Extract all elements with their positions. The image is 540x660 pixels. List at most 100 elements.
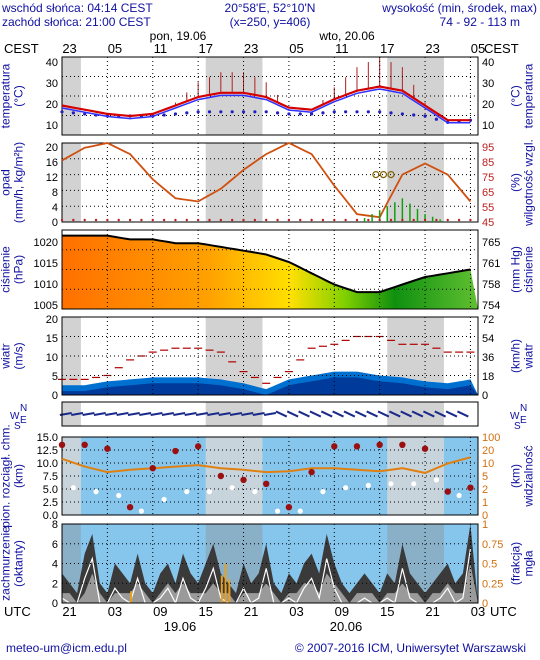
- footer-email[interactable]: meteo-um@icm.edu.pl: [6, 641, 127, 655]
- altitude-values: 74 - 92 - 113 m: [440, 15, 520, 29]
- vis-axis-label-right: (km) widzialność: [509, 445, 536, 507]
- precip-zero-dot: [423, 218, 427, 222]
- cloud-tick-left: 8: [52, 519, 58, 531]
- compass-n: N: [20, 403, 27, 414]
- dewpoint-dot: [321, 111, 325, 115]
- precip-zero-dot: [242, 218, 245, 222]
- svg-text:wilgotność wzgl.: wilgotność wzgl.: [522, 139, 536, 227]
- cloud-tick-left: 2: [52, 578, 58, 590]
- dewpoint-dot: [344, 110, 348, 114]
- compass-e: E: [520, 415, 527, 426]
- tz-top-left: CEST: [4, 41, 39, 56]
- visibility-panel: 15.012.510.07.55.02.50.010020105210pion.…: [0, 424, 536, 527]
- press-tick-left: 1005: [34, 300, 58, 312]
- precip-zero-dot: [253, 218, 257, 222]
- precip-tick-left: 0: [52, 217, 58, 229]
- press-tick-right: 765: [482, 237, 500, 249]
- grid-text: (x=250, y=406): [230, 15, 311, 29]
- vis-tick-left: 15.0: [37, 432, 58, 444]
- cloud-base-dot: [194, 443, 202, 450]
- cloud-base-dot: [421, 445, 429, 452]
- dewpoint-dot: [264, 110, 268, 114]
- wind-tick-left: 5: [52, 371, 58, 383]
- svg-text:ciśnienie: ciśnienie: [522, 246, 536, 293]
- dewpoint-dot: [83, 112, 87, 116]
- compass-s: S: [14, 421, 21, 432]
- svg-text:zachmurzenie: zachmurzenie: [0, 526, 13, 601]
- altitude-label: wysokość (min, środek, max): [381, 1, 537, 15]
- press-tick-left: 1020: [34, 237, 58, 249]
- tz-bottom-left: UTC: [4, 604, 31, 619]
- visibility-line: [61, 456, 471, 474]
- svg-text:ciśnienie: ciśnienie: [0, 246, 13, 293]
- svg-text:(km/h): (km/h): [509, 339, 523, 373]
- svg-text:(m/s): (m/s): [12, 342, 26, 369]
- press-tick-left: 1010: [34, 279, 58, 291]
- precip-zero-dot: [287, 218, 291, 222]
- cloud-top-dot: [274, 508, 281, 514]
- cloud-base-dot: [58, 441, 66, 448]
- top-hour-label: 11: [154, 41, 168, 56]
- precip-zero-dot: [162, 218, 166, 222]
- top-hour-label: 23: [62, 41, 76, 56]
- temperature-line: [61, 85, 471, 122]
- precip-zero-dot: [310, 218, 313, 222]
- humidity-line: [61, 141, 472, 219]
- precip-tick-left: 20: [46, 142, 58, 154]
- cloud-top-dot: [93, 489, 99, 495]
- precip-zero-dot: [446, 218, 449, 222]
- press-axis-label-right: (mm Hg) ciśnienie: [509, 246, 536, 293]
- vis-tick-right: 1: [482, 497, 488, 509]
- cloud-top-dot: [138, 508, 145, 514]
- cloud-base-dot: [240, 476, 247, 484]
- wind-arrow-icon: [229, 411, 243, 417]
- precip-tick-right: 75: [482, 172, 494, 184]
- bottom-hour-label: 09: [335, 604, 349, 619]
- svg-text:mgła: mgła: [522, 550, 536, 576]
- precip-zero-dot: [321, 218, 325, 222]
- wind-speed-core: [62, 377, 478, 395]
- wind-arrow-icon: [82, 411, 95, 417]
- cloud-top-dot: [206, 489, 213, 495]
- wind-arrow-icon: [275, 410, 288, 418]
- cloud-top-dot: [116, 492, 122, 499]
- wind-arrow-icon: [411, 410, 424, 418]
- cloud-base-dot: [104, 445, 111, 452]
- dewpoint-dot: [355, 110, 359, 114]
- bottom-hour-label: 15: [198, 604, 212, 619]
- cloud-tick-right: 0.25: [482, 578, 503, 590]
- cloud-tick-right: 1: [482, 519, 488, 531]
- compass-w: W: [510, 411, 520, 422]
- fog-bar: [228, 579, 231, 603]
- vis-tick-right: 20: [482, 445, 494, 457]
- temp-axis-label-left: temperatura (°C): [0, 63, 26, 128]
- wind-arrow-icon: [309, 410, 322, 418]
- cloud-tick-left: 6: [52, 539, 58, 551]
- cloud-tick-left: 4: [52, 559, 58, 571]
- dewpoint-dot: [412, 113, 416, 117]
- vis-border: [61, 436, 479, 516]
- cloud-top-dot: [456, 492, 462, 499]
- wind-axis-label-left: wiatr (m/s): [0, 342, 26, 369]
- temp-tick-left: 30: [46, 78, 58, 90]
- wind-arrow-icon: [93, 411, 106, 417]
- vis-tick-right: 10: [482, 458, 494, 470]
- sunset-text: zachód słońca: 21:00 CEST: [2, 15, 151, 29]
- tz-bottom-right: UTC: [490, 604, 517, 619]
- winddir-border: [61, 401, 479, 427]
- vis-night-band: [62, 437, 81, 515]
- precip-zero-dot: [344, 218, 347, 222]
- temp-border: [61, 56, 479, 136]
- press-axis-label-left: ciśnienie (hPa): [0, 246, 26, 293]
- bottom-hour-labels: 21 03 09 15 21 03 09 15 21 03: [62, 604, 485, 619]
- dewpoint-dot: [400, 112, 404, 116]
- temp-tick-right: 40: [482, 57, 494, 69]
- cloud-base-dot: [81, 441, 88, 448]
- top-hour-label: 23: [425, 41, 439, 56]
- dewpoint-dot: [173, 112, 178, 116]
- precip-zero-dot: [83, 218, 86, 222]
- dewpoint-dot: [275, 111, 280, 115]
- cloud-base-dot: [467, 484, 474, 491]
